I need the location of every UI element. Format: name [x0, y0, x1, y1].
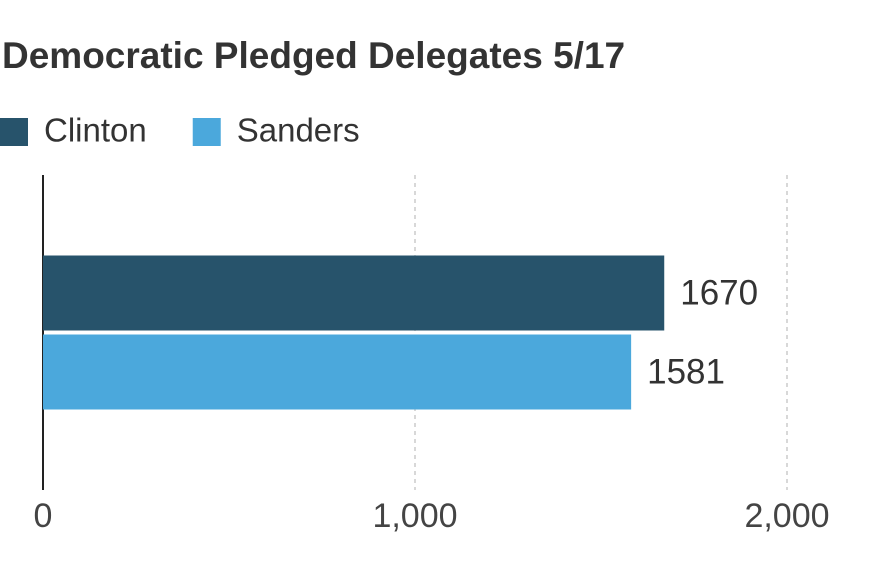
bar — [43, 334, 632, 410]
value-label: 1670 — [680, 273, 758, 312]
legend-swatch — [192, 118, 221, 146]
chart-title: Democratic Pledged Delegates 5/17 — [2, 35, 625, 76]
bar — [43, 255, 665, 331]
legend-swatch — [0, 118, 28, 146]
x-tick-label: 0 — [34, 497, 53, 535]
x-tick-label: 1,000 — [372, 497, 457, 535]
x-tick-label: 2,000 — [744, 497, 829, 535]
legend-label: Clinton — [44, 112, 147, 149]
value-label: 1581 — [647, 352, 725, 391]
legend-label: Sanders — [237, 112, 360, 149]
